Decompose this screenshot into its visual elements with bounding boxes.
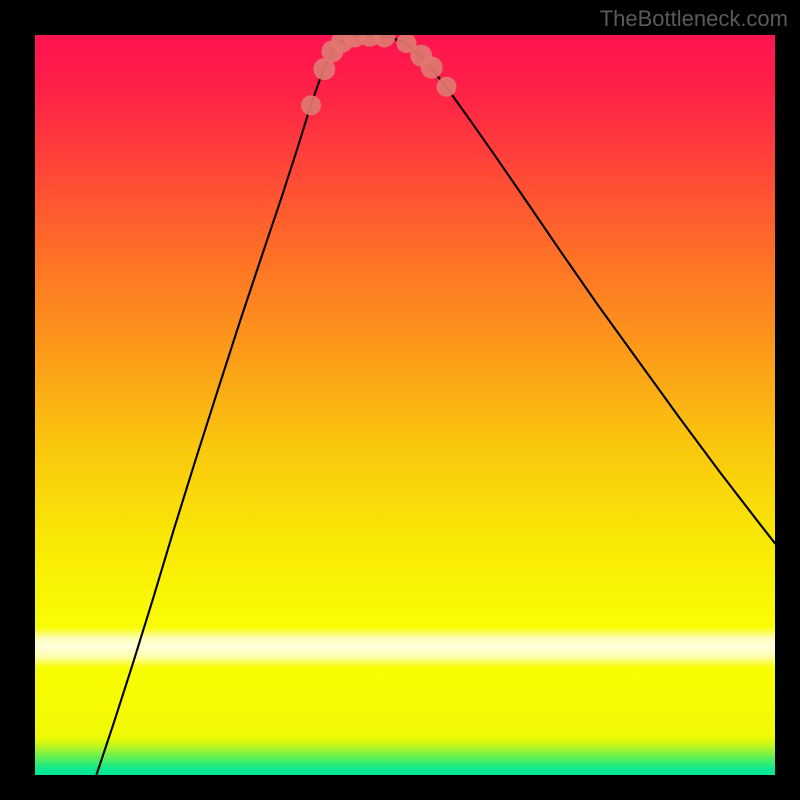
gradient-background xyxy=(35,35,775,775)
chart-container: TheBottleneck.com xyxy=(0,0,800,800)
data-marker xyxy=(436,77,456,97)
plot-area xyxy=(35,35,775,775)
data-marker xyxy=(301,95,321,115)
data-marker xyxy=(421,57,443,79)
chart-svg xyxy=(35,35,775,775)
watermark-text: TheBottleneck.com xyxy=(600,6,788,32)
